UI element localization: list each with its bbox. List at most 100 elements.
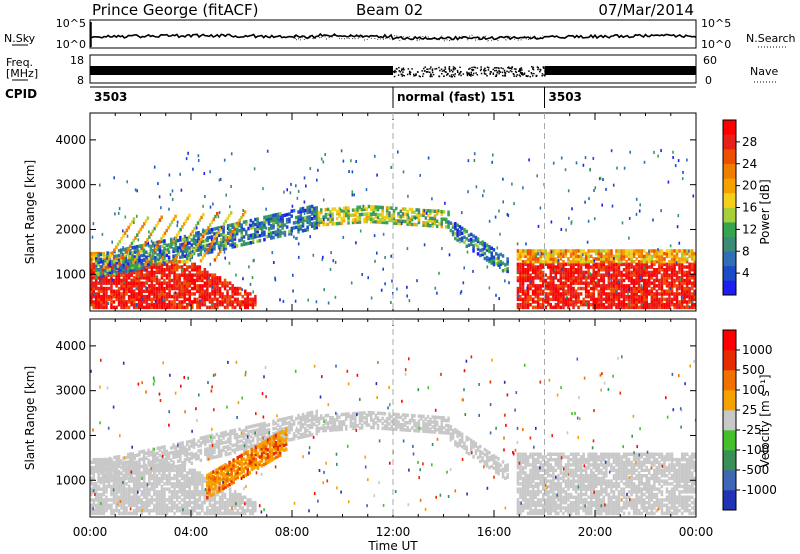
power-cell	[172, 260, 175, 265]
velocity-cell	[196, 474, 199, 478]
power-cell	[399, 214, 403, 218]
power-cell	[360, 207, 364, 212]
power-cell	[201, 276, 204, 280]
power-cell	[579, 254, 583, 259]
power-cell	[229, 238, 232, 242]
power-cell	[544, 297, 547, 302]
power-cell	[208, 228, 212, 232]
power-noise	[163, 298, 165, 302]
power-cell	[97, 276, 101, 280]
power-cell	[607, 265, 611, 269]
power-cell	[125, 292, 128, 296]
freq-scan-dot	[541, 75, 543, 77]
power-cell	[615, 281, 618, 285]
cpid-segment-label: normal (fast) 151	[397, 90, 515, 104]
power-cell	[562, 305, 565, 310]
power-cell	[554, 259, 558, 264]
power-cell	[665, 265, 669, 269]
power-cell	[90, 281, 93, 285]
power-cell	[381, 213, 384, 217]
velocity-cell	[140, 498, 143, 502]
power-cell	[670, 251, 674, 256]
velocity-cell	[153, 484, 156, 489]
power-cell	[620, 270, 623, 275]
power-cell	[665, 284, 669, 288]
power-cell	[640, 294, 643, 299]
power-cell	[602, 278, 606, 283]
power-cell	[625, 254, 628, 259]
power-cell	[685, 270, 689, 275]
power-cell	[607, 270, 611, 275]
freq-scan-dot	[393, 71, 396, 74]
velocity-cell	[178, 468, 181, 473]
power-noise	[324, 153, 326, 156]
power-cell	[188, 213, 191, 218]
freq-scan-dot	[411, 68, 413, 70]
power-noise	[278, 216, 280, 220]
power-cell	[544, 262, 547, 267]
power-cell	[122, 234, 125, 238]
power-cell	[249, 292, 252, 296]
power-cell	[549, 289, 552, 293]
power-cell	[193, 268, 196, 272]
power-cell	[292, 221, 296, 225]
power-noise	[612, 183, 615, 187]
power-cell	[526, 286, 530, 291]
power-noise	[681, 296, 683, 300]
power-cell	[691, 302, 694, 307]
power-cell	[410, 217, 414, 222]
velocity-cell	[231, 511, 234, 516]
power-cell	[675, 284, 679, 288]
freq-scan-dot	[504, 75, 507, 77]
velocity-cell	[165, 508, 169, 513]
velocity-cell	[132, 482, 136, 486]
power-cell	[151, 229, 155, 234]
power-cell	[605, 257, 608, 261]
power-cell	[363, 205, 366, 209]
power-noise	[113, 176, 115, 180]
power-cell	[201, 289, 204, 293]
power-cell	[196, 297, 199, 302]
power-cell	[342, 218, 346, 223]
power-cell	[174, 244, 178, 248]
velocity-cell	[201, 482, 204, 486]
power-cell	[313, 223, 316, 228]
velocity-cell	[130, 498, 133, 502]
velocity-cell	[516, 474, 520, 478]
power-cell	[617, 297, 621, 302]
power-cell	[584, 262, 588, 267]
power-cell	[691, 276, 694, 280]
velocity-cell	[135, 476, 138, 481]
velocity-cell	[120, 484, 123, 489]
power-cell	[349, 213, 353, 217]
power-cell	[499, 262, 503, 266]
power-cell	[592, 273, 595, 277]
power-cell	[645, 251, 648, 256]
power-cell	[135, 270, 138, 275]
power-cell	[643, 297, 646, 302]
power-cell	[381, 210, 384, 215]
power-cell	[693, 297, 696, 302]
power-cell	[216, 212, 219, 216]
velocity-cell	[110, 511, 113, 516]
power-cell	[279, 234, 282, 238]
velocity-cell	[155, 490, 159, 494]
power-cell	[115, 278, 118, 283]
power-cell	[456, 230, 459, 235]
power-cell	[670, 300, 674, 304]
power-cell	[110, 284, 113, 288]
velocity-cell	[138, 474, 141, 478]
power-cell	[691, 254, 694, 259]
power-cell	[675, 254, 679, 259]
velocity-cell	[170, 495, 174, 499]
freq-scan-dot	[504, 71, 506, 73]
power-cell	[179, 243, 182, 247]
power-cell	[542, 305, 545, 310]
velocity-cell	[102, 492, 106, 497]
power-noise	[253, 167, 256, 171]
power-cell	[120, 273, 123, 277]
power-cell	[668, 286, 671, 291]
power-cell	[481, 247, 484, 252]
power-cell	[693, 281, 696, 285]
power-cell	[163, 253, 166, 257]
